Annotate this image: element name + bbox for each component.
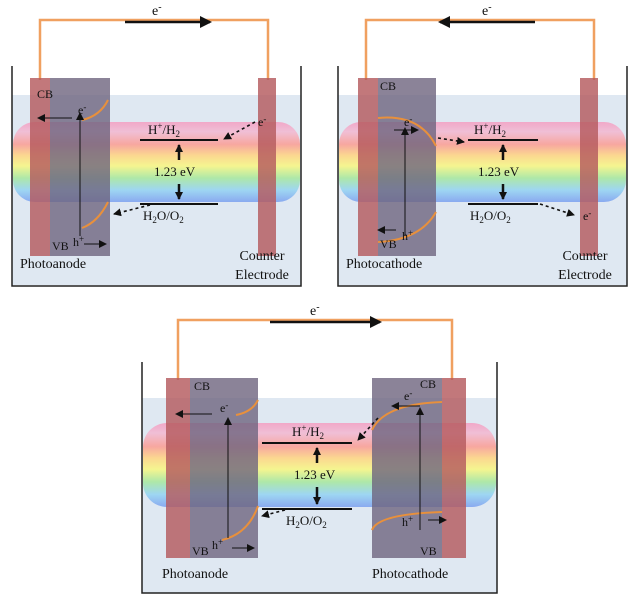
vb-label: VB — [192, 544, 209, 558]
counter-electrode — [580, 78, 598, 256]
vb-label: VB — [380, 237, 397, 251]
beaker — [337, 66, 628, 287]
external-wire — [364, 18, 596, 80]
cb-label: CB — [420, 377, 436, 391]
energy-label: 1.23 eV — [154, 164, 196, 179]
energy-label: 1.23 eV — [478, 164, 520, 179]
external-wire — [38, 18, 270, 80]
electron-label: e- — [404, 388, 412, 403]
photoanode-label: Photoanode — [162, 567, 228, 582]
electron-label: e- — [404, 114, 412, 129]
vb-label: VB — [420, 544, 437, 558]
cb-label: CB — [194, 379, 210, 393]
electrode-label: Electrode — [558, 268, 612, 283]
panel-photoanode: e- CB e- VB h+ H+/H2 1.23 eV H2O/O2 e- P… — [11, 2, 302, 287]
photoanode-label: Photoanode — [20, 257, 86, 272]
hole-transfer-arrow — [261, 509, 286, 519]
electrode-back — [358, 78, 378, 256]
counter-label: Counter — [562, 249, 607, 264]
valence-band-edge — [81, 201, 109, 229]
hole-transfer-arrow — [113, 204, 151, 217]
hole-label: h+ — [212, 537, 223, 552]
beaker — [141, 362, 498, 594]
cb-label: CB — [380, 79, 396, 93]
conduction-band-edge — [81, 99, 109, 121]
h2-label: H+/H2 — [292, 423, 324, 441]
panel-tandem: e- CB e- VB h+ CB e- VB h+ H+/H2 1.23 eV… — [141, 302, 498, 594]
counter-electron-label: e- — [583, 208, 591, 223]
counter-label: Counter — [239, 249, 284, 264]
cb-label: CB — [37, 87, 53, 101]
electrode-label: Electrode — [235, 268, 289, 283]
hole-label: h+ — [73, 234, 84, 249]
counter-electron-label: e- — [258, 114, 266, 129]
valence-band-edge — [221, 505, 259, 541]
electron-label: e- — [78, 102, 86, 117]
o2-label: H2O/O2 — [286, 513, 327, 530]
photocathode-label: Photocathode — [372, 567, 448, 582]
counter-electrode — [258, 78, 276, 256]
semiconductor-photocathode — [372, 378, 442, 558]
external-wire — [176, 318, 454, 380]
electron-transfer-arrow — [357, 417, 379, 441]
wire-electron-label: e- — [482, 2, 492, 19]
electrode-back — [166, 378, 190, 558]
o2-label: H2O/O2 — [143, 208, 184, 225]
energy-label: 1.23 eV — [294, 467, 336, 482]
semiconductor-photocathode — [378, 78, 436, 256]
hole-label: h+ — [402, 228, 413, 243]
conduction-band-edge — [235, 399, 259, 416]
wire-electron-label: e- — [310, 302, 320, 319]
hole-label: h+ — [402, 514, 413, 529]
vb-label: VB — [52, 239, 69, 253]
o2-label: H2O/O2 — [470, 208, 511, 225]
electrode-back — [442, 378, 466, 558]
semiconductor-photoanode — [190, 378, 258, 558]
h2-label: H+/H2 — [474, 121, 506, 139]
valence-band-edge — [377, 211, 437, 243]
electron-transfer-arrow — [437, 136, 465, 145]
panel-photocathode: e- CB e- VB h+ H+/H2 1.23 eV H2O/O2 e- P… — [337, 2, 628, 287]
electron-label: e- — [220, 400, 228, 415]
photocathode-label: Photocathode — [346, 257, 422, 272]
conduction-band-edge — [377, 116, 437, 147]
wire-electron-label: e- — [152, 2, 162, 19]
valence-band-edge — [371, 511, 443, 531]
electrode-back — [30, 78, 50, 256]
h2-label: H+/H2 — [148, 121, 180, 139]
beaker — [11, 66, 302, 287]
conduction-band-edge — [371, 401, 443, 431]
